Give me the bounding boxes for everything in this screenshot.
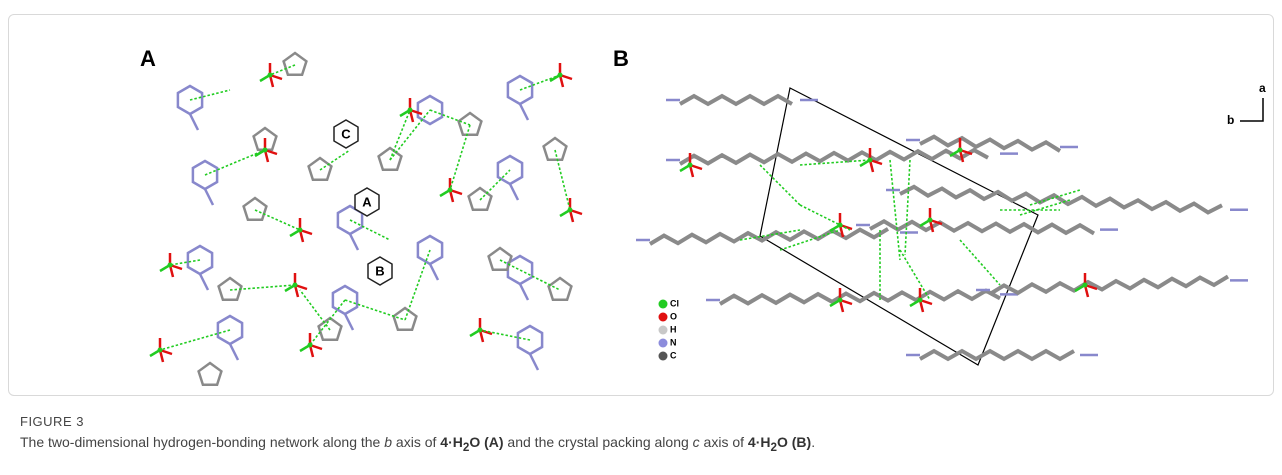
h-bond [905,160,910,255]
caption-compound: O (B) [777,434,811,450]
legend-label: H [670,324,677,334]
bond [520,104,528,120]
legend-label: O [670,311,677,321]
bond [530,354,538,370]
annotations: C A B a b Cl O H N C [334,81,1266,360]
h-bond [405,250,430,320]
figure-caption: The two-dimensional hydrogen-bonding net… [20,434,815,454]
bond [510,184,518,200]
caption-text: and the crystal packing along [504,434,693,450]
h-bond [890,160,900,260]
legend-swatch [659,339,668,348]
axis-indicator [1240,98,1263,121]
molecule [720,291,1000,304]
perchlorate [688,163,693,168]
caption-text: The two-dimensional hydrogen-bonding net… [20,434,384,450]
molecule [900,187,1222,213]
bond [205,189,213,205]
ring-label: A [362,194,372,209]
axis-label: b [1227,113,1234,127]
bond [350,234,358,250]
ring [284,53,307,75]
caption-compound: 4·H [440,434,463,450]
ring [469,188,492,210]
figure-label: FIGURE 3 [20,414,84,429]
h-bond [960,240,1000,285]
h-bond [190,90,230,100]
figure-art: A B C A B a b Cl O H N C [0,0,1282,400]
ring [244,198,267,220]
h-bond [480,170,510,200]
bond [200,274,208,290]
h-bond [450,125,470,190]
ring [549,278,572,300]
ring [489,248,512,270]
legend-swatch [659,326,668,335]
ring [309,158,332,180]
h-bond [170,260,200,265]
caption-italic: b [384,434,392,450]
perchlorate [928,218,933,223]
h-bond [800,160,870,165]
h-bond [760,165,800,205]
perchlorate [1083,283,1088,288]
page: A B C A B a b Cl O H N C FIGURE 3 The tw… [0,0,1282,475]
bond [190,114,198,130]
bond [230,344,238,360]
h-bond [310,300,345,345]
h-bond [160,330,230,350]
h-bond [520,75,560,90]
perchlorate [918,298,923,303]
legend-swatch [659,313,668,322]
legend-swatch [659,300,668,309]
caption-text: . [811,434,815,450]
caption-compound: 4·H [748,434,771,450]
molecule [680,96,792,104]
molecule [920,137,1060,151]
molecules [150,53,1248,385]
ring-label: B [375,263,384,278]
h-bond [300,290,330,330]
caption-text: axis of [392,434,440,450]
h-bond [390,110,410,160]
bond [520,284,528,300]
perchlorate [958,148,963,153]
ring [219,278,242,300]
caption-text: axis of [700,434,748,450]
molecule [680,150,988,164]
ring [544,138,567,160]
bond [345,314,353,330]
molecule [990,277,1228,295]
molecule [920,351,1074,359]
h-bond [205,150,265,175]
legend-label: Cl [670,298,679,308]
panel-label: B [613,46,629,71]
legend-label: C [670,350,677,360]
perchlorate [838,298,843,303]
ring [199,363,222,385]
ring [508,256,532,284]
caption-compound: O (A) [469,434,503,450]
panel-label: A [140,46,156,71]
ring [459,113,482,135]
unit-cell [760,88,1038,365]
ring-label: C [341,126,351,141]
bond [430,264,438,280]
h-bond [390,110,430,160]
legend-swatch [659,352,668,361]
legend-label: N [670,337,677,347]
axis-label: a [1259,81,1266,95]
caption-italic: c [693,434,700,450]
